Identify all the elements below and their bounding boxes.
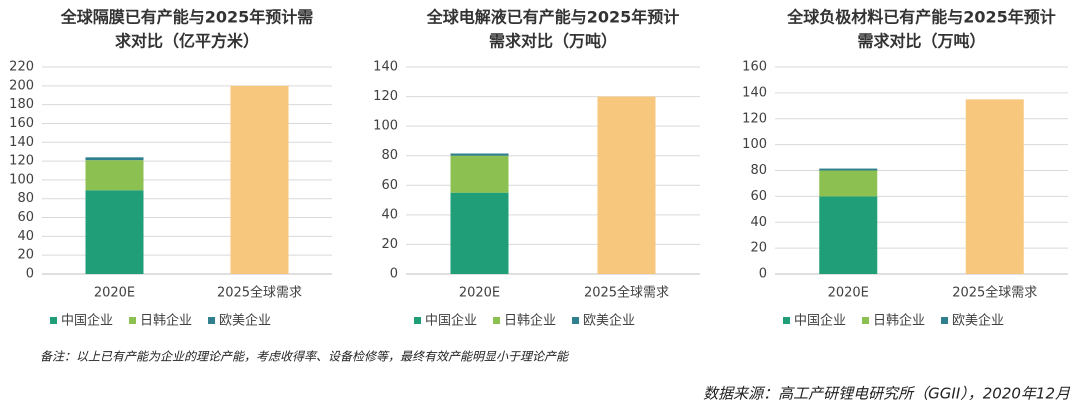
bar-segment	[230, 85, 289, 275]
legend-swatch	[941, 317, 949, 324]
y-tick-label: 160	[742, 60, 767, 75]
x-tick-label: 2020E	[94, 286, 135, 301]
y-tick-label: 80	[17, 191, 34, 206]
y-tick-label: 0	[759, 267, 767, 282]
legend-swatch	[862, 317, 870, 324]
y-tick-label: 40	[750, 215, 767, 230]
bar-segment	[85, 190, 144, 274]
y-tick-label: 140	[373, 60, 398, 75]
y-tick-label: 20	[381, 237, 398, 252]
bar-segment	[597, 96, 656, 274]
y-tick-label: 40	[381, 207, 398, 222]
y-tick-label: 40	[17, 229, 34, 244]
x-tick-label: 2025全球需求	[584, 285, 669, 301]
bar-segment	[85, 157, 144, 161]
y-tick-label: 80	[381, 148, 398, 163]
y-tick-label: 100	[9, 172, 34, 187]
bar-segment	[450, 153, 509, 156]
legend-label: 日韩企业	[140, 313, 192, 329]
chart-title: 全球电解液已有产能与2025年预计	[426, 8, 680, 27]
y-tick-label: 100	[742, 137, 767, 152]
legend-label: 中国企业	[794, 313, 846, 329]
legend-swatch	[493, 317, 501, 324]
y-tick-label: 200	[9, 78, 34, 93]
y-tick-label: 60	[381, 178, 398, 193]
y-tick-label: 160	[9, 116, 34, 131]
y-tick-label: 80	[750, 163, 767, 178]
x-tick-label: 2020E	[459, 286, 500, 301]
x-tick-label: 2025全球需求	[952, 285, 1037, 301]
y-tick-label: 100	[373, 119, 398, 134]
chart-title: 需求对比（万吨）	[489, 32, 617, 51]
remark: 备注：以上已有产能为企业的理论产能，考虑收得率、设备检修等，最终有效产能明显小于…	[40, 350, 570, 364]
chart-title: 全球隔膜已有产能与2025年预计需	[60, 8, 314, 27]
y-tick-label: 140	[742, 85, 767, 100]
legend-label: 欧美企业	[952, 313, 1004, 329]
y-tick-label: 20	[750, 241, 767, 256]
legend-swatch	[129, 317, 137, 324]
legend-swatch	[208, 317, 216, 324]
chart-title: 求对比（亿平方米）	[115, 32, 259, 51]
chart-title: 全球负极材料已有产能与2025年预计	[786, 8, 1056, 27]
legend-swatch	[783, 317, 790, 324]
y-tick-label: 60	[750, 189, 767, 204]
legend-swatch	[50, 317, 57, 324]
y-tick-label: 120	[9, 154, 34, 169]
y-tick-label: 220	[9, 60, 34, 75]
legend-swatch	[414, 317, 421, 324]
legend-label: 欧美企业	[583, 313, 635, 329]
y-tick-label: 140	[9, 135, 34, 150]
legend-swatch	[572, 317, 580, 324]
bar-segment	[819, 196, 878, 274]
bar-segment	[965, 99, 1024, 274]
bar-segment	[450, 192, 509, 274]
y-tick-label: 180	[9, 97, 34, 112]
bar-segment	[450, 155, 509, 193]
legend-label: 日韩企业	[504, 313, 556, 329]
legend-label: 日韩企业	[873, 313, 925, 329]
y-tick-label: 120	[742, 111, 767, 126]
legend-label: 中国企业	[425, 313, 477, 329]
y-tick-label: 20	[17, 248, 34, 263]
legend-label: 中国企业	[61, 313, 113, 329]
source: 数据来源：高工产研锂电研究所（GGII），2020年12月	[703, 385, 1071, 403]
bar-segment	[819, 170, 878, 197]
bar-segment	[819, 168, 878, 171]
legend-label: 欧美企业	[219, 313, 271, 329]
y-tick-label: 0	[26, 267, 34, 282]
y-tick-label: 60	[17, 210, 34, 225]
chart-title: 需求对比（万吨）	[857, 32, 985, 51]
x-tick-label: 2020E	[828, 286, 869, 301]
y-tick-label: 0	[390, 267, 398, 282]
bar-segment	[85, 160, 144, 191]
y-tick-label: 120	[373, 89, 398, 104]
x-tick-label: 2025全球需求	[217, 285, 302, 301]
